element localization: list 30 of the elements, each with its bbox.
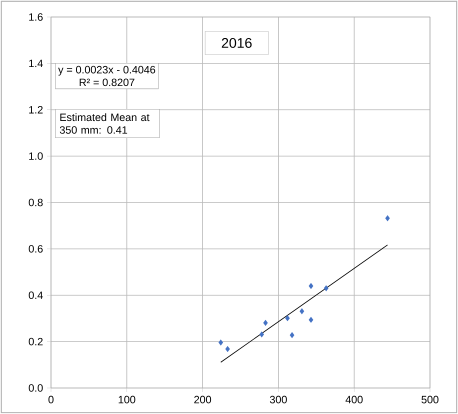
x-tick-label: 0 bbox=[48, 396, 54, 404]
point bbox=[285, 315, 290, 322]
y-tick-label: 0.0 bbox=[28, 384, 43, 392]
y-tick-label: 0.6 bbox=[28, 245, 43, 253]
x-tick-label: 200 bbox=[194, 396, 212, 404]
y-tick-label: 1.4 bbox=[29, 60, 43, 68]
y-tick-label: 1.2 bbox=[29, 106, 43, 114]
point bbox=[259, 331, 264, 338]
point bbox=[225, 346, 230, 352]
x-tick-label: 300 bbox=[270, 396, 287, 404]
annotation: y = 0.0023x - 0.4046 bbox=[58, 66, 156, 76]
point bbox=[300, 308, 304, 314]
y-tick-label: 0.4 bbox=[28, 291, 43, 300]
point bbox=[308, 283, 314, 289]
x-tick-label: 100 bbox=[118, 396, 136, 404]
y-tick-label: 0.8 bbox=[28, 198, 43, 206]
y-tick-label: 1.0 bbox=[29, 152, 43, 160]
point bbox=[218, 340, 224, 346]
annotation: Estimated Mean at 350 mm: 0.41 bbox=[60, 113, 150, 134]
point bbox=[290, 332, 294, 338]
text: 2016 bbox=[222, 38, 252, 48]
x-tick-label: 500 bbox=[422, 396, 438, 404]
x-tick-label: 400 bbox=[346, 396, 363, 404]
y-tick-label: 1.6 bbox=[29, 13, 43, 21]
point bbox=[308, 316, 314, 323]
y-tick-label: 0.2 bbox=[28, 338, 43, 346]
point bbox=[263, 320, 268, 326]
point bbox=[324, 285, 328, 292]
point bbox=[385, 215, 390, 222]
annotation: R² = 0.8207 bbox=[80, 78, 134, 86]
